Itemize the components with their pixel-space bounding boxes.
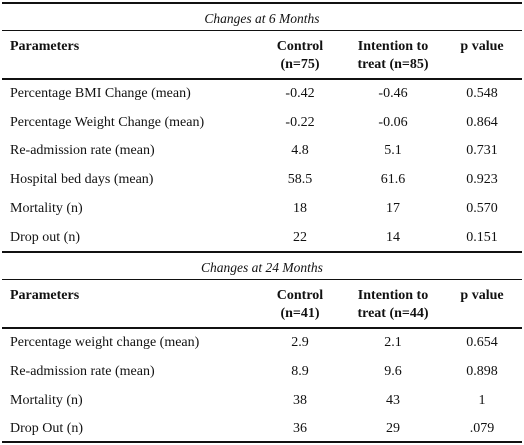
cell-value: 0.864 — [466, 114, 498, 130]
cell-value: .079 — [469, 421, 495, 437]
column-header: p value — [460, 288, 504, 304]
row-label: Mortality (n) — [10, 392, 83, 408]
column-header: p value — [460, 39, 504, 54]
table-rule — [2, 279, 522, 281]
column-header: Control — [276, 39, 324, 54]
cell-value: 0.923 — [466, 172, 498, 188]
row-label: Drop Out (n) — [10, 421, 84, 437]
cell-value: 0.151 — [466, 229, 498, 245]
row-label: Percentage BMI Change (mean) — [10, 86, 191, 101]
section-title: Changes at 6 Months — [204, 11, 320, 26]
cell-value: 4.8 — [291, 143, 309, 159]
cell-value: 0.570 — [466, 200, 498, 216]
row-label: Re-admission rate (mean) — [10, 143, 155, 159]
cell-value: 0.731 — [466, 143, 498, 159]
table-rule — [2, 2, 522, 4]
cell-value: 58.5 — [287, 172, 313, 188]
cell-value: -0.06 — [378, 114, 408, 130]
cell-value: -0.22 — [285, 114, 315, 130]
column-header: Intention to — [357, 39, 429, 54]
cell-value: 0.548 — [466, 86, 498, 101]
table-rule — [2, 251, 522, 254]
table-rule — [2, 78, 522, 80]
cell-value: 9.6 — [384, 363, 402, 379]
cell-value: 22 — [293, 229, 307, 245]
cell-value: -0.42 — [285, 86, 315, 101]
cell-value: 43 — [386, 392, 400, 408]
column-header: (n=75) — [280, 57, 320, 72]
section-title: Changes at 24 Months — [201, 260, 323, 276]
row-label: Drop out (n) — [10, 229, 80, 245]
row-label: Hospital bed days (mean) — [10, 172, 154, 188]
cell-value: 36 — [293, 421, 307, 437]
cell-value: 5.1 — [384, 143, 402, 159]
column-header: treat (n=44) — [357, 306, 429, 322]
cell-value: 8.9 — [291, 363, 309, 379]
cell-value: 14 — [386, 229, 400, 245]
cell-value: -0.46 — [378, 86, 408, 101]
cell-value: 0.898 — [466, 363, 498, 379]
cell-value: 38 — [293, 392, 307, 408]
column-header: treat (n=85) — [357, 57, 429, 72]
cell-value: 61.6 — [380, 172, 406, 188]
cell-value: 17 — [386, 200, 400, 216]
row-label: Re-admission rate (mean) — [10, 363, 155, 379]
row-label: Mortality (n) — [10, 200, 83, 216]
table-rule — [2, 441, 522, 443]
cell-value: 18 — [293, 200, 307, 216]
column-header: Intention to — [357, 288, 429, 304]
row-label: Percentage weight change (mean) — [10, 335, 200, 351]
table-rule — [2, 30, 522, 31]
cell-value: 29 — [386, 421, 400, 437]
cell-value: 2.1 — [384, 335, 402, 351]
cell-value: 1 — [478, 392, 486, 408]
table-rule — [2, 327, 522, 330]
cell-value: 2.9 — [291, 335, 309, 351]
row-label: Percentage Weight Change (mean) — [10, 114, 205, 130]
column-header: Parameters — [10, 39, 80, 54]
cell-value: 0.654 — [466, 335, 498, 351]
column-header: Control — [276, 288, 324, 304]
column-header: (n=41) — [280, 306, 320, 322]
column-header: Parameters — [10, 288, 80, 304]
